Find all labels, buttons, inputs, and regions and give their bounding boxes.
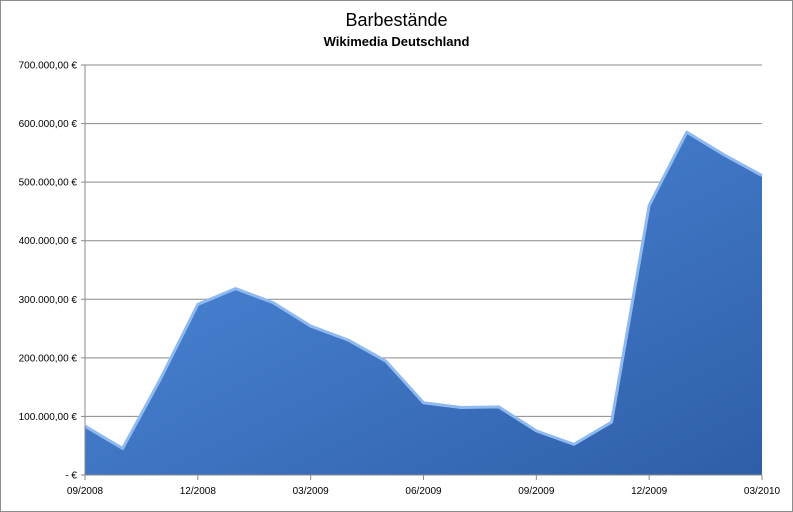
x-tick-label: 12/2008 xyxy=(180,486,217,497)
x-tick-label: 03/2010 xyxy=(744,486,781,497)
y-tick-label: 400.000,00 € xyxy=(19,236,78,247)
area-series xyxy=(85,131,762,475)
y-tick-label: - € xyxy=(65,471,77,482)
y-tick-label: 500.000,00 € xyxy=(19,178,78,189)
x-tick-label: 06/2009 xyxy=(405,486,442,497)
y-tick-label: 200.000,00 € xyxy=(19,353,78,364)
chart-title: Barbestände xyxy=(345,10,448,30)
x-tick-label: 12/2009 xyxy=(631,486,668,497)
y-tick-label: 700.000,00 € xyxy=(19,61,78,72)
series-layer xyxy=(84,130,763,475)
x-tick-label: 09/2009 xyxy=(518,486,555,497)
y-tick-label: 300.000,00 € xyxy=(19,295,78,306)
x-tick-label: 09/2008 xyxy=(67,486,104,497)
area-top-edge xyxy=(84,130,763,450)
y-tick-label: 600.000,00 € xyxy=(19,119,78,130)
x-axis-ticks: 09/2008 12/2008 03/2009 06/2009 09/2009 12/20… xyxy=(67,475,781,497)
y-tick-label: 100.000,00 € xyxy=(19,412,78,423)
y-axis-ticks: - € 100.000,00 € 200.000,00 € 300.000,00 € 4… xyxy=(19,61,85,482)
x-tick-label: 03/2009 xyxy=(293,486,330,497)
chart-subtitle: Wikimedia Deutschland xyxy=(323,34,470,49)
